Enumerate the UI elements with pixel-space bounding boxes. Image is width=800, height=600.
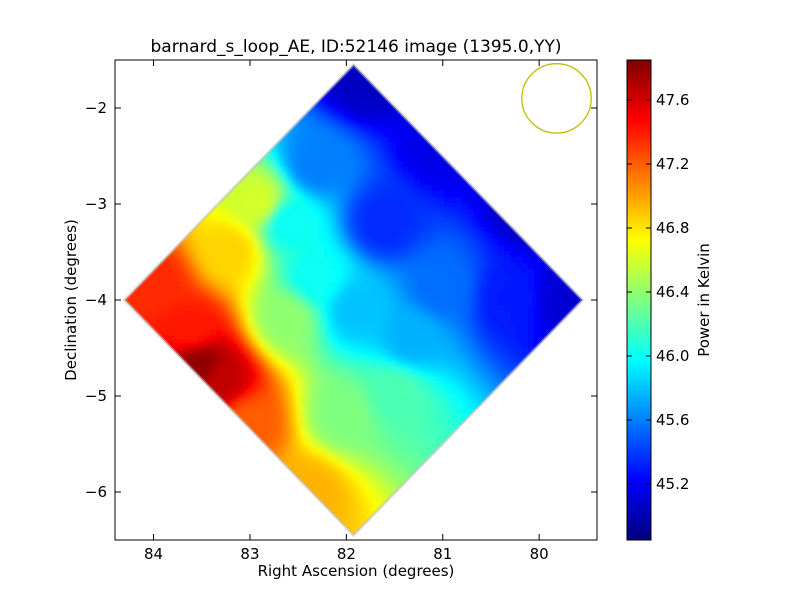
colorbar-tick-label: 46.0 <box>656 347 689 365</box>
colorbar-tick-label: 45.2 <box>656 475 689 493</box>
colorbar: 45.2 45.6 46.0 46.4 46.8 47.2 47.6 Power in Ke… <box>626 59 713 541</box>
colorbar-tick-label: 46.4 <box>656 283 689 301</box>
y-tick-label: −2 <box>85 99 107 117</box>
colorbar-tick-label: 47.6 <box>656 91 689 109</box>
x-axis: 84 83 82 81 80 <box>144 60 549 563</box>
y-tick-label: −4 <box>85 291 107 309</box>
y-axis-label: Declination (degrees) <box>62 219 80 381</box>
x-tick-label: 82 <box>337 545 356 563</box>
chart-title: barnard_s_loop_AE, ID:52146 image (1395.… <box>150 37 561 57</box>
colorbar-ticks: 45.2 45.6 46.0 46.4 46.8 47.2 47.6 <box>627 91 689 493</box>
y-tick-label: −6 <box>85 483 107 501</box>
x-tick-label: 80 <box>530 545 549 563</box>
colorbar-gradient <box>626 59 652 541</box>
x-axis-label: Right Ascension (degrees) <box>258 562 455 580</box>
beam-circle <box>521 63 592 134</box>
colorbar-label: Power in Kelvin <box>695 243 713 357</box>
y-axis: −2 −3 −4 −5 −6 <box>85 99 597 501</box>
x-tick-label: 84 <box>144 545 163 563</box>
x-tick-label: 81 <box>433 545 452 563</box>
y-tick-label: −3 <box>85 195 107 213</box>
colorbar-tick-label: 46.8 <box>656 219 689 237</box>
footprint-edge <box>122 62 585 538</box>
colorbar-tick-label: 47.2 <box>656 155 689 173</box>
plot-area <box>115 60 597 540</box>
x-tick-label: 83 <box>240 545 259 563</box>
y-tick-label: −5 <box>85 387 107 405</box>
colorbar-tick-label: 45.6 <box>656 411 689 429</box>
